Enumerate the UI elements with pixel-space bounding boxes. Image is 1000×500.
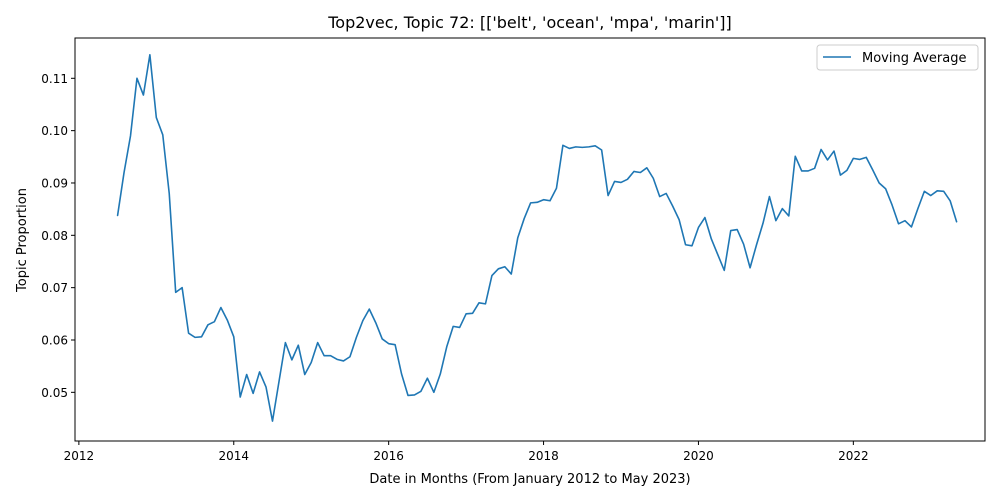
y-tick-label: 0.06 bbox=[41, 333, 68, 347]
legend: Moving Average bbox=[816, 44, 979, 71]
y-tick-label: 0.10 bbox=[41, 124, 68, 138]
x-tick-label: 2022 bbox=[838, 449, 869, 463]
chart-title: Top2vec, Topic 72: [['belt', 'ocean', 'm… bbox=[327, 13, 732, 32]
series-layer bbox=[116, 53, 958, 422]
y-tick-label: 0.07 bbox=[41, 281, 68, 295]
plot-frame bbox=[74, 37, 986, 442]
x-axis-label: Date in Months (From January 2012 to May… bbox=[369, 472, 690, 487]
plot-background bbox=[75, 38, 985, 441]
x-tick-label: 2020 bbox=[683, 449, 714, 463]
series-line bbox=[116, 53, 958, 422]
x-axis: 2012 2014 2016 2018 2020 2022 bbox=[64, 441, 869, 463]
plot-area: 2012 2014 2016 2018 2020 2022 0.050.060.070.0… bbox=[41, 37, 986, 463]
x-tick-label: 2012 bbox=[64, 449, 95, 463]
legend-label: Moving Average bbox=[862, 51, 966, 66]
y-axis-label: Topic Proportion bbox=[15, 188, 30, 293]
y-axis: 0.05 0.06 0.07 0.08 0.09 0.10 0.11 bbox=[41, 72, 75, 400]
legend-box bbox=[816, 44, 979, 71]
x-tick-label: 2016 bbox=[373, 449, 404, 463]
x-tick-label: 2014 bbox=[218, 449, 249, 463]
y-tick-label: 0.05 bbox=[41, 386, 68, 400]
y-tick-label: 0.11 bbox=[41, 72, 68, 86]
y-tick-label: 0.08 bbox=[41, 229, 68, 243]
x-tick-label: 2018 bbox=[528, 449, 559, 463]
y-tick-label: 0.09 bbox=[41, 176, 68, 190]
